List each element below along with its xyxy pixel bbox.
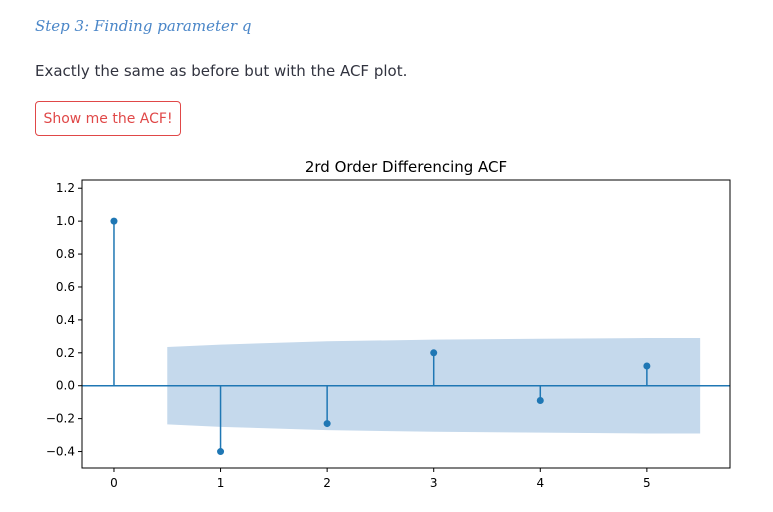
y-tick-label: 1.2 (56, 181, 75, 195)
stem-marker-lag-5 (643, 362, 651, 370)
stem-marker-lag-4 (536, 397, 544, 405)
y-tick-label: 0.8 (56, 247, 75, 261)
step-title: Step 3: Finding parameter q (35, 17, 252, 35)
y-tick-label: 1.0 (56, 214, 75, 228)
stem-marker-lag-3 (430, 349, 438, 357)
y-tick-label: 0.4 (56, 313, 75, 327)
x-tick-label: 2 (323, 476, 331, 490)
x-tick-label: 3 (430, 476, 438, 490)
plot-frame (81, 179, 731, 469)
y-tick-label: 0.0 (56, 379, 75, 393)
axis-ticks: 1.2 1.0 0.8 0.6 0.4 0.2 0.0 −0.2 −0.4 0 1 2 3 4 5 (46, 181, 651, 490)
x-tick-label: 4 (536, 476, 544, 490)
y-tick-label: 0.2 (56, 346, 75, 360)
stem-marker-lag-1 (217, 448, 225, 456)
x-tick-label: 5 (643, 476, 651, 490)
stem-marker-lag-0 (110, 217, 118, 225)
y-tick-label: 0.6 (56, 280, 75, 294)
plot-area (82, 217, 730, 456)
intro-text: Exactly the same as before but with the … (35, 62, 408, 80)
acf-chart: 2rd Order Differencing ACF 1.2 1.0 0.8 0.6 0… (46, 158, 731, 490)
x-tick-label: 1 (217, 476, 225, 490)
show-acf-button[interactable]: Show me the ACF! (35, 101, 181, 136)
y-tick-label: −0.2 (46, 412, 75, 426)
x-tick-label: 0 (110, 476, 118, 490)
y-tick-label: −0.4 (46, 445, 75, 459)
stem-marker-lag-2 (323, 420, 331, 428)
chart-title: 2rd Order Differencing ACF (305, 158, 507, 176)
